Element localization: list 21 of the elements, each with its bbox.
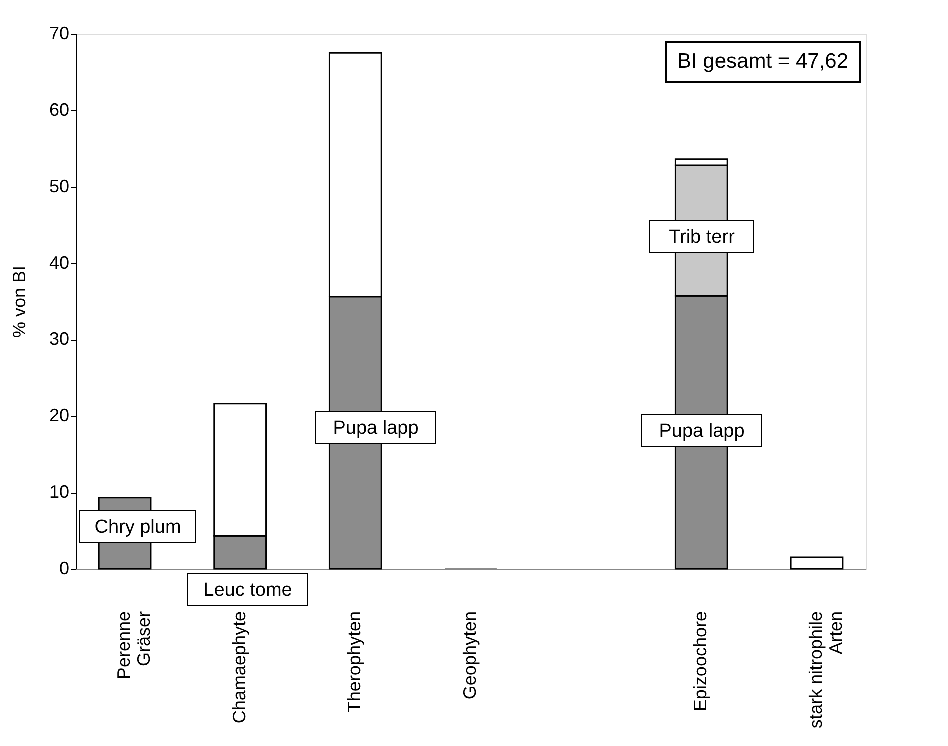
y-tick-label: 10 [49,482,70,502]
x-tick-label: stark nitrophile Arten [806,612,846,729]
y-axis-title: % von BI [9,266,30,338]
x-tick-label: Perenne Gräser [114,612,154,680]
annotation: Trib terr [669,227,736,248]
y-tick-label: 60 [49,100,70,120]
x-tick-label: Epizoochore [690,612,711,712]
y-tick-label: 50 [49,176,70,196]
annotation: Chry plum [94,517,182,538]
annotation: Pupa lapp [333,418,419,439]
x-tick-label: Chamaephyte [229,612,250,724]
x-tick-label: Therophyten [344,612,365,713]
y-tick-label: 20 [49,406,70,426]
annotation: Pupa lapp [659,421,745,442]
x-tick-label: Geophyten [460,612,480,700]
y-tick-label: 70 [49,24,70,44]
text: Leuc tome [204,580,292,601]
y-tick-label: 0 [59,558,70,578]
y-tick-label: 30 [49,329,70,350]
annotation: BI gesamt = 47,62 [677,50,849,73]
y-tick-label: 40 [49,252,70,273]
